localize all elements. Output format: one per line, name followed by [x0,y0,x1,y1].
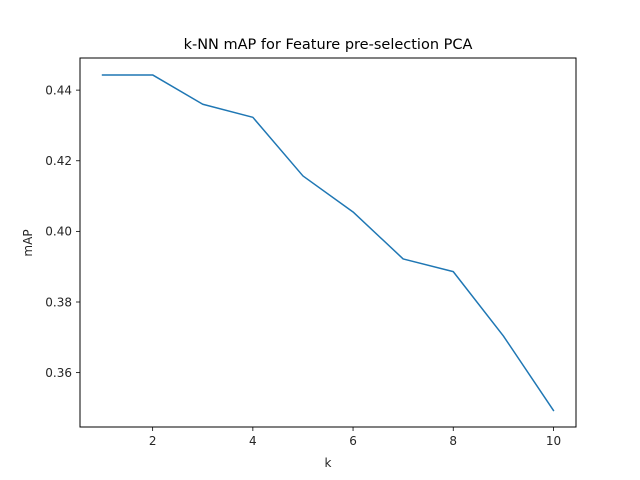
x-tick-label: 10 [546,434,561,448]
x-tick-label: 2 [149,434,157,448]
axes-frame [79,57,577,428]
plot-area [101,74,555,412]
y-axis: 0.36 0.38 0.40 0.42 0.44 [45,83,80,380]
y-tick-label: 0.44 [45,83,72,97]
x-axis: 2 4 6 8 10 [149,427,561,448]
y-tick-label: 0.36 [45,366,72,380]
x-axis-label: k [325,456,332,470]
x-tick-label: 8 [449,434,457,448]
y-tick-label: 0.38 [45,295,72,309]
y-tick-label: 0.40 [45,225,72,239]
series-line [101,74,555,412]
y-axis-label: mAP [21,229,35,256]
x-tick-label: 6 [349,434,357,448]
x-tick-label: 4 [249,434,257,448]
chart-title: k-NN mAP for Feature pre-selection PCA [184,37,473,53]
y-tick-label: 0.42 [45,154,72,168]
